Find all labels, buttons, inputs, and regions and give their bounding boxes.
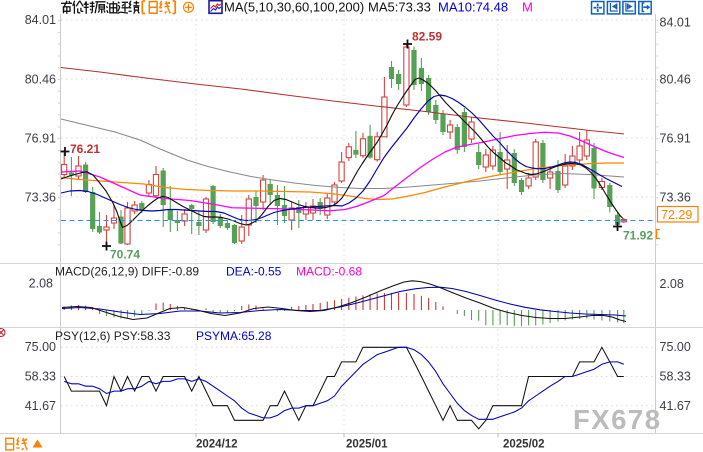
svg-text:76.21: 76.21 <box>70 142 100 156</box>
svg-text:2024/12: 2024/12 <box>196 439 238 451</box>
svg-text:80.46: 80.46 <box>660 72 691 86</box>
svg-text:76.91: 76.91 <box>25 131 56 145</box>
svg-text:MACD:-0.68: MACD:-0.68 <box>296 265 362 279</box>
svg-text:84.01: 84.01 <box>25 13 56 27</box>
svg-text:FX678: FX678 <box>573 404 662 435</box>
svg-text:MA10:74.48: MA10:74.48 <box>438 0 508 15</box>
svg-text:76.91: 76.91 <box>660 131 691 145</box>
svg-text:75.00: 75.00 <box>25 340 56 354</box>
svg-text:73.36: 73.36 <box>25 190 56 204</box>
svg-text:41.67: 41.67 <box>660 399 691 413</box>
svg-text:PSY(12,6) PSY:58.33: PSY(12,6) PSY:58.33 <box>55 329 171 343</box>
svg-text:72.29: 72.29 <box>661 208 692 222</box>
svg-text:75.00: 75.00 <box>660 340 691 354</box>
svg-text:MA5:73.33: MA5:73.33 <box>368 0 431 15</box>
svg-text:80.46: 80.46 <box>25 72 56 86</box>
svg-text:2.08: 2.08 <box>29 276 53 290</box>
svg-text:2.08: 2.08 <box>660 277 684 291</box>
svg-text:MA(5,10,30,60,100,200): MA(5,10,30,60,100,200) <box>224 0 364 15</box>
svg-text:84.01: 84.01 <box>660 15 691 29</box>
svg-text:82.59: 82.59 <box>412 30 442 44</box>
svg-text:M: M <box>522 0 533 15</box>
svg-text:58.33: 58.33 <box>660 369 691 383</box>
svg-text:MACD(26,12,9) DIFF:-0.89: MACD(26,12,9) DIFF:-0.89 <box>55 265 199 279</box>
svg-text:2025/02: 2025/02 <box>503 439 545 451</box>
svg-text:73.36: 73.36 <box>660 190 691 204</box>
svg-text:2025/01: 2025/01 <box>346 439 388 451</box>
svg-text:PSYMA:65.28: PSYMA:65.28 <box>196 329 272 343</box>
svg-text:71.92: 71.92 <box>623 229 653 243</box>
svg-text:58.33: 58.33 <box>25 369 56 383</box>
svg-text:70.74: 70.74 <box>110 248 140 262</box>
svg-text:DEA:-0.55: DEA:-0.55 <box>226 265 282 279</box>
svg-text:41.67: 41.67 <box>25 399 56 413</box>
